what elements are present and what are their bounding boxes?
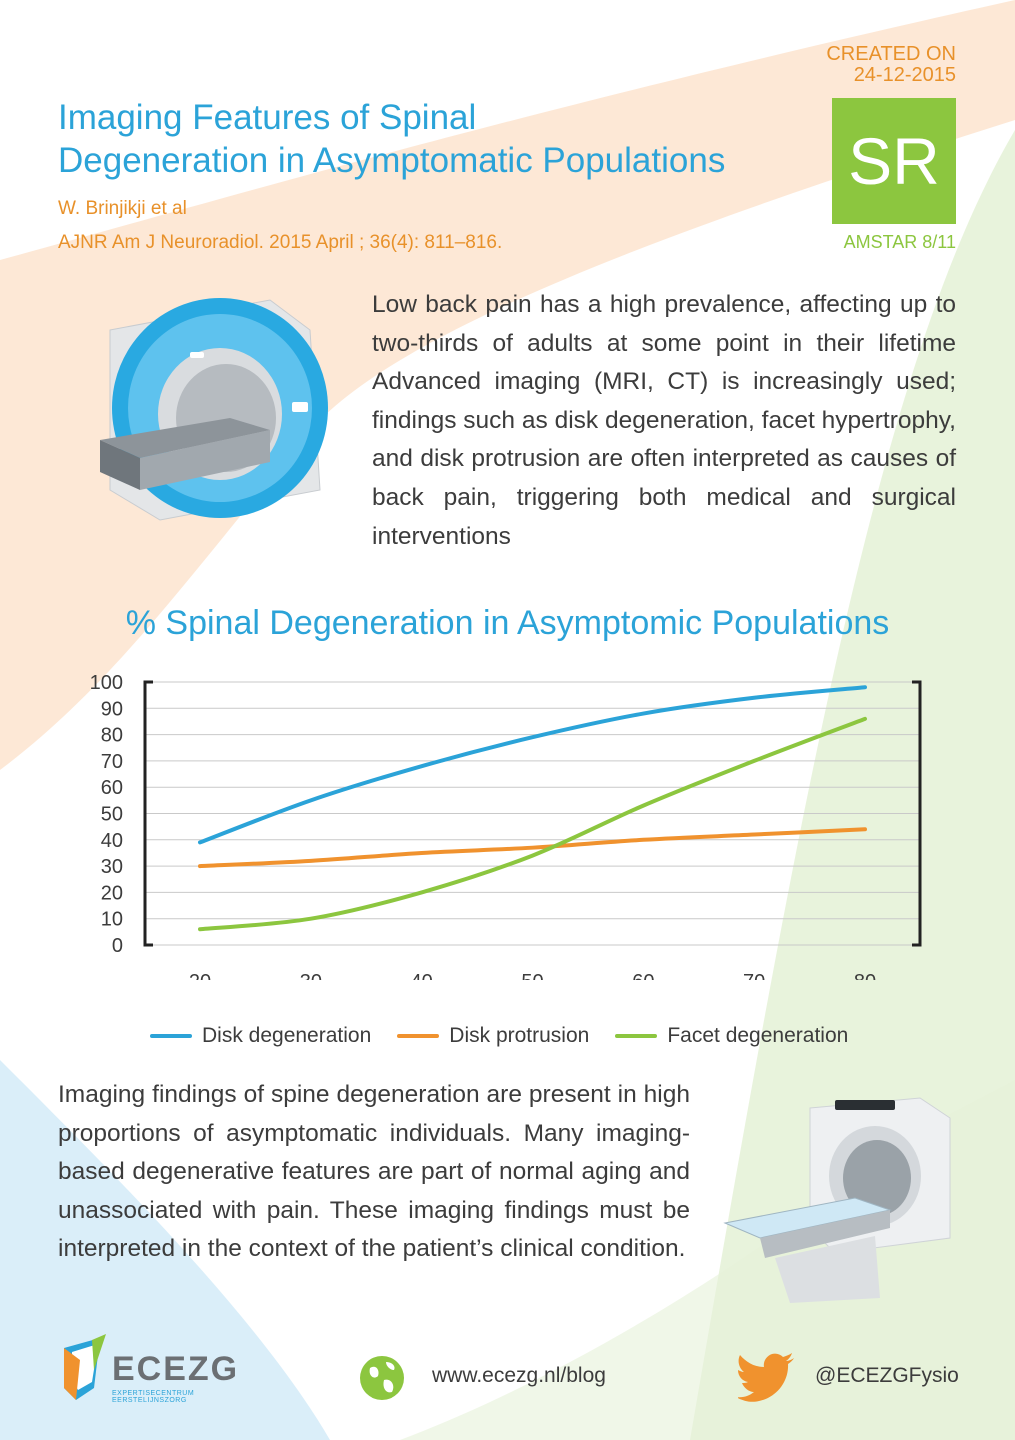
legend-swatch xyxy=(397,1034,440,1038)
legend-label: Disk degeneration xyxy=(202,1024,372,1047)
sr-badge: SR xyxy=(832,98,956,224)
logo-subtext: EXPERTISECENTRUM EERSTELIJNSZORG xyxy=(112,1390,195,1404)
created-date: 24-12-2015 xyxy=(853,64,956,86)
author: W. Brinjikji et al xyxy=(58,198,187,219)
y-tick-label: 20 xyxy=(101,882,123,904)
y-tick-label: 40 xyxy=(101,830,123,852)
y-tick-label: 80 xyxy=(101,725,123,747)
mri-scanner-icon xyxy=(100,298,328,521)
x-tick-label: 30 xyxy=(300,971,322,980)
legend-label: Facet degeneration xyxy=(667,1024,849,1047)
x-tick-label: 80 xyxy=(854,971,876,980)
series-line-facet-degeneration xyxy=(198,716,867,932)
ecezg-logo[interactable]: ECEZG EXPERTISECENTRUM EERSTELIJNSZORG xyxy=(58,1330,238,1410)
legend-item: Disk protrusion xyxy=(397,1024,589,1048)
globe-icon xyxy=(360,1356,404,1400)
title-line-1: Imaging Features of Spinal xyxy=(58,98,477,137)
created-label: CREATED ON xyxy=(826,43,956,65)
twitter-handle[interactable]: @ECEZGFysio xyxy=(815,1364,959,1387)
x-tick-label: 20 xyxy=(189,971,211,980)
logo-text: ECEZG xyxy=(112,1350,240,1388)
title-line-2: Degeneration in Asymptomatic Populations xyxy=(58,141,726,180)
amstar-score: AMSTAR 8/11 xyxy=(843,232,956,252)
left-axis-bracket xyxy=(143,680,153,947)
y-tick-label: 90 xyxy=(101,698,123,720)
chart-title: % Spinal Degeneration in Asymptomic Popu… xyxy=(125,604,890,642)
y-tick-label: 60 xyxy=(101,777,123,799)
legend-item: Disk degeneration xyxy=(150,1024,371,1048)
x-tick-label: 60 xyxy=(632,971,654,980)
y-tick-label: 70 xyxy=(101,751,123,773)
page-title: Imaging Features of Spinal Degeneration … xyxy=(58,96,828,182)
y-tick-label: 100 xyxy=(90,672,123,694)
blog-link[interactable]: www.ecezg.nl/blog xyxy=(432,1364,606,1387)
x-tick-label: 40 xyxy=(411,971,433,980)
x-tick-label: 50 xyxy=(521,971,543,980)
chart-legend: Disk degeneration Disk protrusion Facet de… xyxy=(150,1024,910,1048)
series-line-disk-degeneration xyxy=(198,685,867,845)
legend-swatch xyxy=(615,1034,658,1038)
right-axis-bracket xyxy=(912,680,922,947)
y-tick-label: 50 xyxy=(101,804,123,826)
ct-scanner-icon xyxy=(723,1097,951,1303)
y-tick-label: 30 xyxy=(101,856,123,878)
conclusion-paragraph: Imaging findings of spine degeneration a… xyxy=(58,1081,690,1263)
y-tick-label: 0 xyxy=(112,935,123,957)
legend-swatch xyxy=(150,1034,192,1038)
legend-label: Disk protrusion xyxy=(449,1024,590,1047)
y-tick-label: 10 xyxy=(101,909,123,931)
line-chart: 0 10 20 30 40 50 60 70 80 90 100 20 30 40 50 60 70 80 xyxy=(90,672,922,980)
intro-paragraph: Low back pain has a high prevalence, aff… xyxy=(372,291,956,550)
x-tick-label: 70 xyxy=(743,971,765,980)
twitter-bird-icon xyxy=(738,1353,794,1402)
journal-citation: AJNR Am J Neuroradiol. 2015 April ; 36(4… xyxy=(58,232,503,253)
created-on: CREATED ON 24-12-2015 xyxy=(800,44,956,86)
ecezg-logo-mark-icon xyxy=(64,1334,106,1400)
legend-item: Facet degeneration xyxy=(615,1024,848,1048)
